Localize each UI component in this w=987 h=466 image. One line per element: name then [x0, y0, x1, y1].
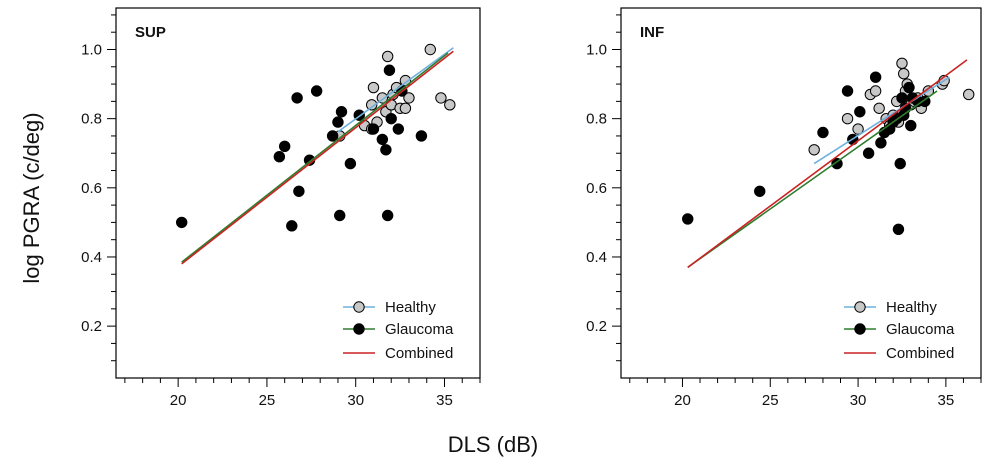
- glaucoma-point: [310, 85, 323, 97]
- healthy-point: [808, 144, 820, 156]
- y-axis-title: log PGRA (c/deg): [19, 112, 44, 283]
- healthy-point: [435, 92, 447, 104]
- panel-label: SUP: [135, 24, 166, 41]
- x-tick-label: 35: [436, 392, 453, 409]
- x-tick-label: 30: [850, 392, 867, 409]
- legend-glaucoma-label: Glaucoma: [385, 321, 454, 338]
- y-tick-label: 1.0: [81, 41, 102, 58]
- healthy-point: [424, 43, 436, 56]
- y-tick-label: 0.8: [81, 111, 102, 128]
- y-tick-label: 0.2: [81, 318, 102, 335]
- glaucoma-point: [862, 147, 875, 159]
- glaucoma-point: [175, 216, 188, 229]
- plot-frame: [115, 7, 481, 379]
- x-tick-label: 20: [170, 392, 187, 409]
- y-tick-label: 0.4: [81, 249, 102, 266]
- glaucoma-point: [905, 119, 917, 132]
- legend-healthy-marker: [854, 301, 866, 313]
- glaucoma-point: [892, 223, 905, 236]
- glaucoma-point: [869, 71, 882, 83]
- glaucoma-point: [817, 126, 829, 139]
- glaucoma-point: [894, 157, 906, 170]
- legend-glaucoma-marker: [854, 323, 866, 335]
- legend-healthy-label: Healthy: [385, 299, 436, 316]
- combined-fit-line: [181, 50, 454, 265]
- healthy-point: [898, 68, 910, 80]
- healthy-point: [963, 88, 975, 101]
- glaucoma-point: [286, 220, 298, 232]
- glaucoma-point: [754, 185, 766, 197]
- healthy-fit-line: [337, 47, 454, 133]
- glaucoma-point: [854, 106, 866, 118]
- healthy-point: [444, 99, 456, 111]
- x-tick-label: 35: [938, 392, 955, 409]
- glaucoma-point: [903, 81, 915, 94]
- x-axis-title: DLS (dB): [448, 432, 538, 457]
- healthy-point: [381, 50, 394, 63]
- healthy-point: [403, 92, 415, 104]
- healthy-point: [367, 81, 380, 94]
- healthy-point: [869, 85, 882, 97]
- glaucoma-point: [831, 157, 843, 170]
- glaucoma-point: [875, 137, 887, 149]
- panel-label: INF: [640, 24, 664, 41]
- glaucoma-point: [291, 92, 303, 104]
- glaucoma-point: [332, 116, 344, 128]
- legend-healthy-label: Healthy: [886, 299, 937, 316]
- healthy-point: [852, 123, 864, 135]
- y-tick-label: 0.6: [586, 180, 607, 197]
- legend-glaucoma-marker: [353, 323, 365, 335]
- x-tick-label: 25: [762, 392, 779, 409]
- y-tick-label: 0.2: [586, 318, 607, 335]
- legend-combined-label: Combined: [385, 345, 453, 362]
- glaucoma-point: [381, 209, 394, 222]
- glaucoma-point: [334, 209, 346, 222]
- y-tick-label: 0.6: [81, 180, 102, 197]
- chart-panel-inf: 20 25 30 35 0.2 0.4 0.6 0.8 1.0 INF Healthy Glaucom…: [586, 7, 982, 409]
- healthy-point: [841, 112, 854, 125]
- glaucoma-point: [326, 130, 339, 142]
- glaucoma-point: [896, 92, 908, 104]
- glaucoma-point: [841, 85, 854, 97]
- glaucoma-point: [293, 185, 305, 197]
- healthy-point: [365, 99, 378, 111]
- healthy-point: [873, 102, 885, 114]
- glaucoma-point: [383, 64, 396, 76]
- glaucoma-fit-line: [181, 52, 449, 263]
- glaucoma-point: [376, 133, 389, 146]
- glaucoma-point: [385, 112, 397, 125]
- glaucoma-point: [392, 123, 405, 135]
- legend-healthy-marker: [353, 301, 365, 313]
- y-tick-label: 0.4: [586, 249, 607, 266]
- plot-frame: [620, 7, 982, 379]
- glaucoma-point: [367, 123, 380, 135]
- x-tick-label: 20: [674, 392, 691, 409]
- healthy-point: [896, 57, 908, 70]
- glaucoma-point: [335, 106, 348, 118]
- glaucoma-point: [380, 144, 392, 156]
- glaucoma-point: [682, 213, 694, 225]
- chart-panel-sup: 20 25 30 35 0.2 0.4 0.6 0.8 1.0 SUP Healthy Glaucom…: [81, 7, 481, 409]
- glaucoma-point: [415, 130, 428, 142]
- glaucoma-fit-line: [687, 90, 938, 268]
- glaucoma-point: [344, 157, 357, 170]
- y-tick-label: 1.0: [586, 41, 607, 58]
- y-tick-label: 0.8: [586, 111, 607, 128]
- x-tick-label: 30: [347, 392, 364, 409]
- legend-glaucoma-label: Glaucoma: [886, 321, 955, 338]
- combined-fit-line: [687, 59, 968, 268]
- glaucoma-point: [278, 140, 291, 153]
- legend-combined-label: Combined: [886, 345, 954, 362]
- x-tick-label: 25: [259, 392, 276, 409]
- healthy-fit-line: [813, 76, 950, 165]
- healthy-point: [399, 102, 412, 114]
- glaucoma-point: [273, 150, 286, 163]
